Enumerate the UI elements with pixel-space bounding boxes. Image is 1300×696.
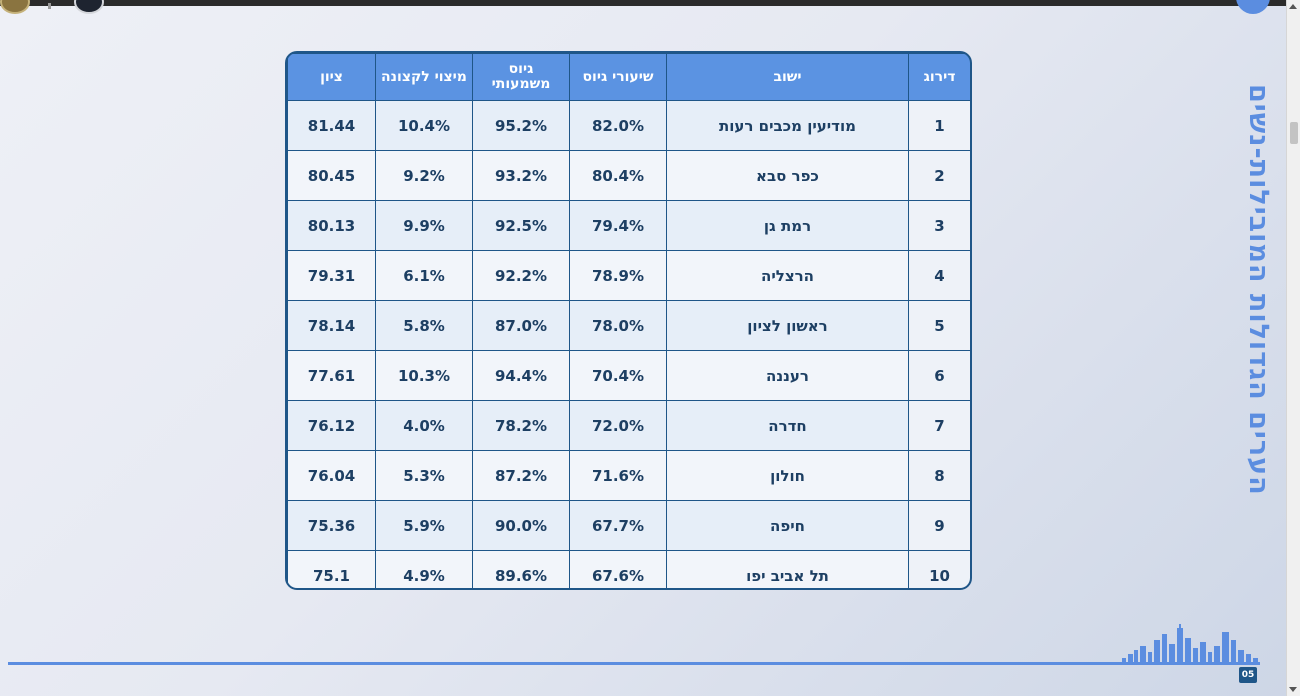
table-row: 1 מודיעין מכבים רעות 82.0% 95.2% 10.4% 81.44 — [287, 100, 970, 151]
cell-officer-potential: 5.9% — [375, 500, 473, 551]
header-rank: דירוג — [908, 53, 970, 101]
scrollbar-thumb[interactable] — [1290, 122, 1298, 144]
cell-recruit-rate: 82.0% — [569, 100, 667, 151]
cell-score: 80.13 — [287, 200, 376, 251]
header-score: ציון — [287, 53, 376, 101]
cell-rank: 1 — [908, 100, 970, 151]
cell-score: 77.61 — [287, 350, 376, 401]
cell-meaningful-recruit: 87.2% — [472, 450, 570, 501]
scroll-up-arrow-icon[interactable] — [1289, 4, 1297, 9]
cell-recruit-rate: 72.0% — [569, 400, 667, 451]
cell-score: 76.04 — [287, 450, 376, 501]
table-row: 4 הרצליה 78.9% 92.2% 6.1% 79.31 — [287, 250, 970, 301]
cell-rank: 3 — [908, 200, 970, 251]
table-row: 2 כפר סבא 80.4% 93.2% 9.2% 80.45 — [287, 150, 970, 201]
cell-recruit-rate: 70.4% — [569, 350, 667, 401]
table-header-row: דירוג ישוב שיעורי גיוס גיוס משמעותי מיצו… — [287, 53, 970, 101]
cell-city: הרצליה — [666, 250, 909, 301]
cell-recruit-rate: 78.9% — [569, 250, 667, 301]
avatar[interactable] — [0, 0, 30, 14]
cell-city: ראשון לציון — [666, 300, 909, 351]
cell-score: 81.44 — [287, 100, 376, 151]
cell-recruit-rate: 79.4% — [569, 200, 667, 251]
cell-city: חיפה — [666, 500, 909, 551]
table-row: 3 רמת גן 79.4% 92.5% 9.9% 80.13 — [287, 200, 970, 251]
cell-meaningful-recruit: 95.2% — [472, 100, 570, 151]
cell-meaningful-recruit: 89.6% — [472, 550, 570, 588]
cell-city: רעננה — [666, 350, 909, 401]
table-row: 6 רעננה 70.4% 94.4% 10.3% 77.61 — [287, 350, 970, 401]
cell-rank: 8 — [908, 450, 970, 501]
cell-recruit-rate: 67.6% — [569, 550, 667, 588]
cell-recruit-rate: 67.7% — [569, 500, 667, 551]
cell-city: תל אביב יפו — [666, 550, 909, 588]
cell-meaningful-recruit: 94.4% — [472, 350, 570, 401]
cell-officer-potential: 6.1% — [375, 250, 473, 301]
table-row: 9 חיפה 67.7% 90.0% 5.9% 75.36 — [287, 500, 970, 551]
cell-officer-potential: 4.0% — [375, 400, 473, 451]
cell-rank: 7 — [908, 400, 970, 451]
table-row: 8 חולון 71.6% 87.2% 5.3% 76.04 — [287, 450, 970, 501]
cell-meaningful-recruit: 92.2% — [472, 250, 570, 301]
cell-meaningful-recruit: 93.2% — [472, 150, 570, 201]
header-meaningful-recruit: גיוס משמעותי — [472, 53, 570, 101]
cell-officer-potential: 10.4% — [375, 100, 473, 151]
page-number-badge: 05 — [1239, 667, 1257, 683]
vertical-scrollbar[interactable] — [1286, 0, 1300, 696]
cell-score: 75.1 — [287, 550, 376, 588]
avatar[interactable] — [74, 0, 104, 14]
cell-recruit-rate: 71.6% — [569, 450, 667, 501]
cell-score: 76.12 — [287, 400, 376, 451]
header-city: ישוב — [666, 53, 909, 101]
page-title: הערים הגדולות המובילות-נשים — [1243, 84, 1274, 496]
cell-meaningful-recruit: 87.0% — [472, 300, 570, 351]
cell-rank: 10 — [908, 550, 970, 588]
cell-score: 75.36 — [287, 500, 376, 551]
cell-recruit-rate: 78.0% — [569, 300, 667, 351]
cell-officer-potential: 9.9% — [375, 200, 473, 251]
cell-officer-potential: 9.2% — [375, 150, 473, 201]
cell-meaningful-recruit: 90.0% — [472, 500, 570, 551]
city-skyline-icon — [1122, 624, 1258, 664]
cell-city: רמת גן — [666, 200, 909, 251]
cell-officer-potential: 10.3% — [375, 350, 473, 401]
cell-score: 80.45 — [287, 150, 376, 201]
cell-officer-potential: 5.3% — [375, 450, 473, 501]
cell-rank: 9 — [908, 500, 970, 551]
table-row: 10 תל אביב יפו 67.6% 89.6% 4.9% 75.1 — [287, 550, 970, 588]
header-recruit-rate: שיעורי גיוס — [569, 53, 667, 101]
scroll-down-arrow-icon[interactable] — [1289, 687, 1297, 692]
cell-recruit-rate: 80.4% — [569, 150, 667, 201]
cell-score: 79.31 — [287, 250, 376, 301]
decorative-circle — [1236, 0, 1270, 14]
cell-meaningful-recruit: 92.5% — [472, 200, 570, 251]
cell-rank: 5 — [908, 300, 970, 351]
cell-city: מודיעין מכבים רעות — [666, 100, 909, 151]
cell-rank: 4 — [908, 250, 970, 301]
toolbar-mark — [48, 3, 51, 9]
cell-score: 78.14 — [287, 300, 376, 351]
cell-meaningful-recruit: 78.2% — [472, 400, 570, 451]
cell-city: כפר סבא — [666, 150, 909, 201]
footer-line — [8, 662, 1260, 665]
cell-rank: 2 — [908, 150, 970, 201]
ranking-table: דירוג ישוב שיעורי גיוס גיוס משמעותי מיצו… — [285, 51, 972, 590]
cell-rank: 6 — [908, 350, 970, 401]
cell-city: חולון — [666, 450, 909, 501]
header-officer-potential: מיצוי לקצונה — [375, 53, 473, 101]
table-row: 7 חדרה 72.0% 78.2% 4.0% 76.12 — [287, 400, 970, 451]
table-row: 5 ראשון לציון 78.0% 87.0% 5.8% 78.14 — [287, 300, 970, 351]
cell-city: חדרה — [666, 400, 909, 451]
cell-officer-potential: 5.8% — [375, 300, 473, 351]
top-window-bar — [0, 0, 1300, 14]
cell-officer-potential: 4.9% — [375, 550, 473, 588]
